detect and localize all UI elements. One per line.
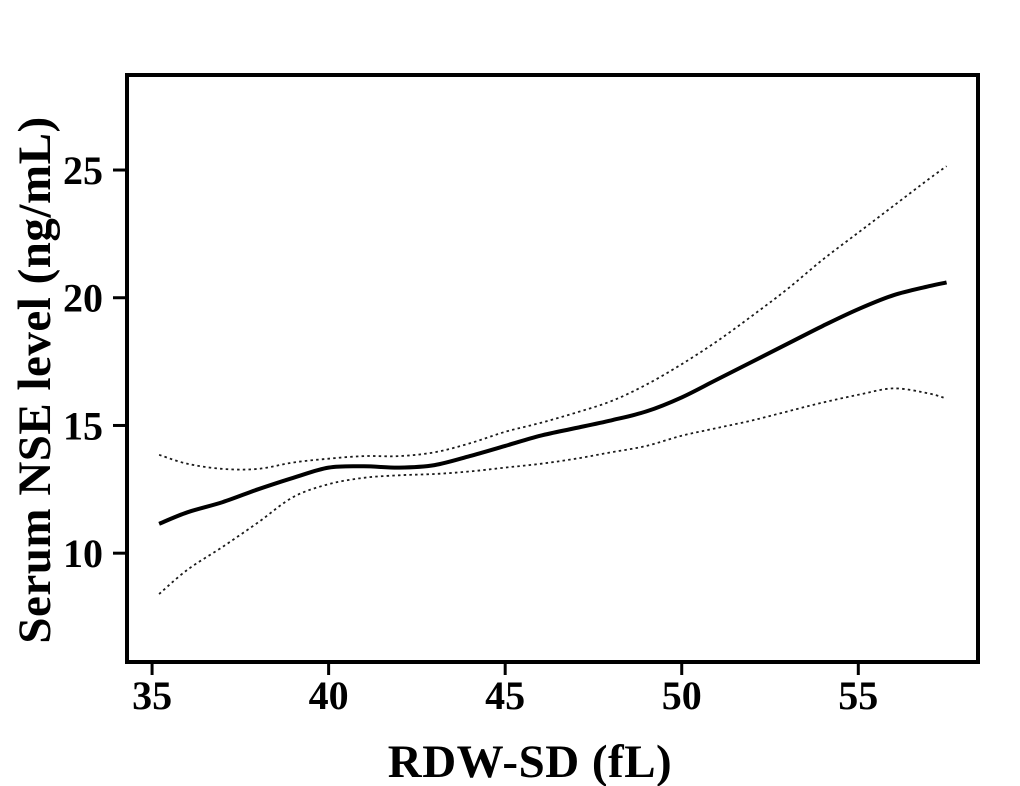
x-tick-label: 55 — [838, 673, 878, 718]
y-axis-ticks: 10 15 20 25 — [63, 148, 127, 576]
y-tick-label: 25 — [63, 148, 103, 193]
x-axis-title: RDW-SD (fL) — [388, 736, 672, 786]
y-tick-label: 10 — [63, 531, 103, 576]
x-tick-label: 50 — [662, 673, 702, 718]
plot-frame — [125, 73, 980, 664]
x-tick-label: 35 — [132, 673, 172, 718]
x-tick-label: 40 — [309, 673, 349, 718]
x-axis-ticks: 35 40 45 50 55 — [132, 662, 878, 718]
y-tick-label: 15 — [63, 403, 103, 448]
upper-confidence-band-line — [158, 165, 948, 471]
curves — [158, 165, 948, 595]
fitted-curve-line — [158, 280, 948, 526]
x-tick-label: 45 — [485, 673, 525, 718]
y-axis-title: Serum NSE level (ng/mL) — [9, 116, 61, 643]
y-tick-label: 20 — [63, 276, 103, 321]
lower-confidence-band-line — [158, 387, 947, 595]
